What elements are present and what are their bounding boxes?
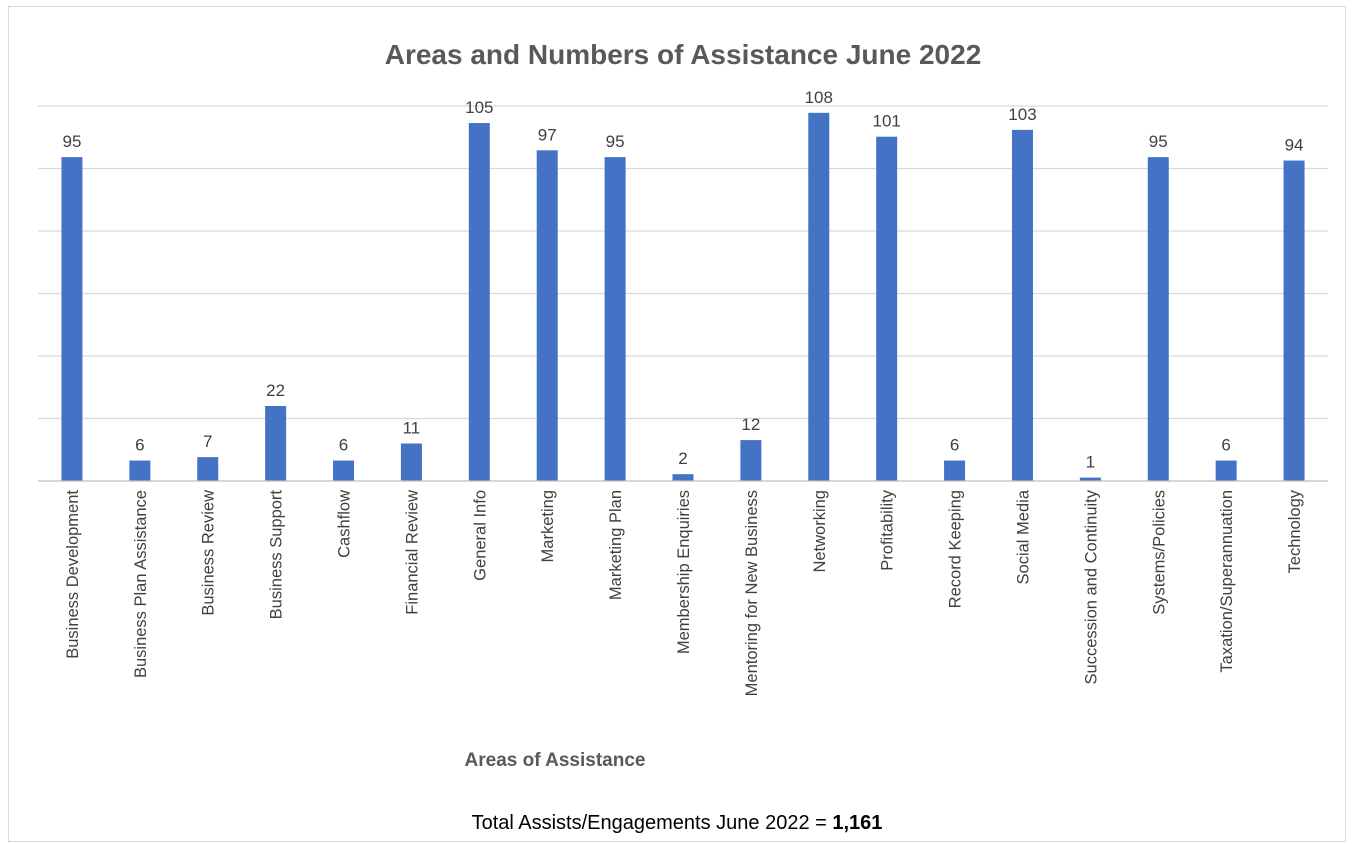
data-label: 7	[203, 432, 212, 451]
data-label: 94	[1285, 136, 1304, 155]
category-label: Mentoring for New Business	[743, 490, 761, 696]
chart-title: Areas and Numbers of Assistance June 202…	[385, 39, 982, 70]
data-label: 95	[1149, 132, 1168, 151]
total-summary: Total Assists/Engagements June 2022 = 1,…	[0, 812, 1354, 835]
total-summary-label: Total Assists/Engagements June 2022 =	[471, 812, 833, 834]
bar	[197, 457, 219, 481]
bar	[944, 460, 966, 481]
category-label: Social Media	[1014, 489, 1032, 584]
data-label: 22	[266, 381, 285, 400]
bar	[604, 157, 626, 482]
data-labels: 95 6 7 22 6 11 105 97 95 2 12 108 101 6 103 1 95 6 94	[62, 88, 1303, 472]
category-label: Marketing	[539, 490, 557, 562]
category-label: Financial Review	[403, 490, 421, 615]
bar	[1283, 160, 1305, 481]
category-label: General Info	[471, 490, 489, 581]
bar	[400, 443, 422, 481]
category-label: Profitability	[879, 489, 897, 570]
category-label: Systems/Policies	[1150, 490, 1168, 615]
bar	[468, 123, 490, 481]
bar	[876, 136, 898, 481]
category-label: Membership Enquiries	[675, 490, 693, 654]
data-label: 95	[606, 132, 625, 151]
bar	[265, 406, 287, 481]
data-label: 105	[465, 98, 493, 117]
category-label: Succession and Continuity	[1082, 489, 1100, 684]
data-label: 6	[135, 436, 144, 455]
bar	[740, 440, 762, 481]
category-label: Business Plan Assistance	[132, 490, 150, 678]
bar	[129, 460, 151, 481]
bar	[333, 460, 355, 481]
category-label: Cashflow	[336, 490, 354, 558]
bar	[536, 150, 558, 481]
total-summary-value: 1,161	[832, 812, 883, 834]
category-label: Taxation/Superannuation	[1218, 490, 1236, 673]
bar	[1011, 129, 1033, 481]
data-label: 103	[1008, 105, 1036, 124]
category-label: Record Keeping	[947, 490, 965, 608]
bar	[61, 157, 83, 482]
data-label: 1	[1086, 453, 1095, 472]
bars	[61, 112, 1305, 482]
data-label: 97	[538, 125, 557, 144]
category-label: Business Support	[268, 490, 286, 620]
data-label: 6	[1221, 436, 1230, 455]
bar	[1079, 477, 1101, 481]
bar	[1215, 460, 1237, 481]
category-label: Networking	[811, 490, 829, 573]
data-label: 11	[403, 419, 421, 438]
category-labels: Business Development Business Plan Assist…	[64, 489, 1304, 696]
x-axis-title: Areas of Assistance	[465, 750, 646, 771]
data-label: 101	[872, 112, 900, 131]
category-label: Marketing Plan	[607, 490, 625, 600]
data-label: 2	[678, 449, 687, 468]
bar	[1147, 157, 1169, 482]
category-label: Business Review	[200, 490, 218, 616]
chart-frame	[8, 6, 1346, 842]
bar	[672, 474, 694, 481]
data-label: 108	[805, 88, 833, 107]
category-label: Technology	[1286, 489, 1304, 573]
gridlines	[38, 105, 1328, 420]
bar	[808, 112, 830, 482]
data-label: 6	[950, 436, 959, 455]
data-label: 95	[62, 132, 81, 151]
data-label: 12	[741, 415, 760, 434]
data-label: 6	[339, 436, 348, 455]
category-label: Business Development	[64, 490, 82, 659]
